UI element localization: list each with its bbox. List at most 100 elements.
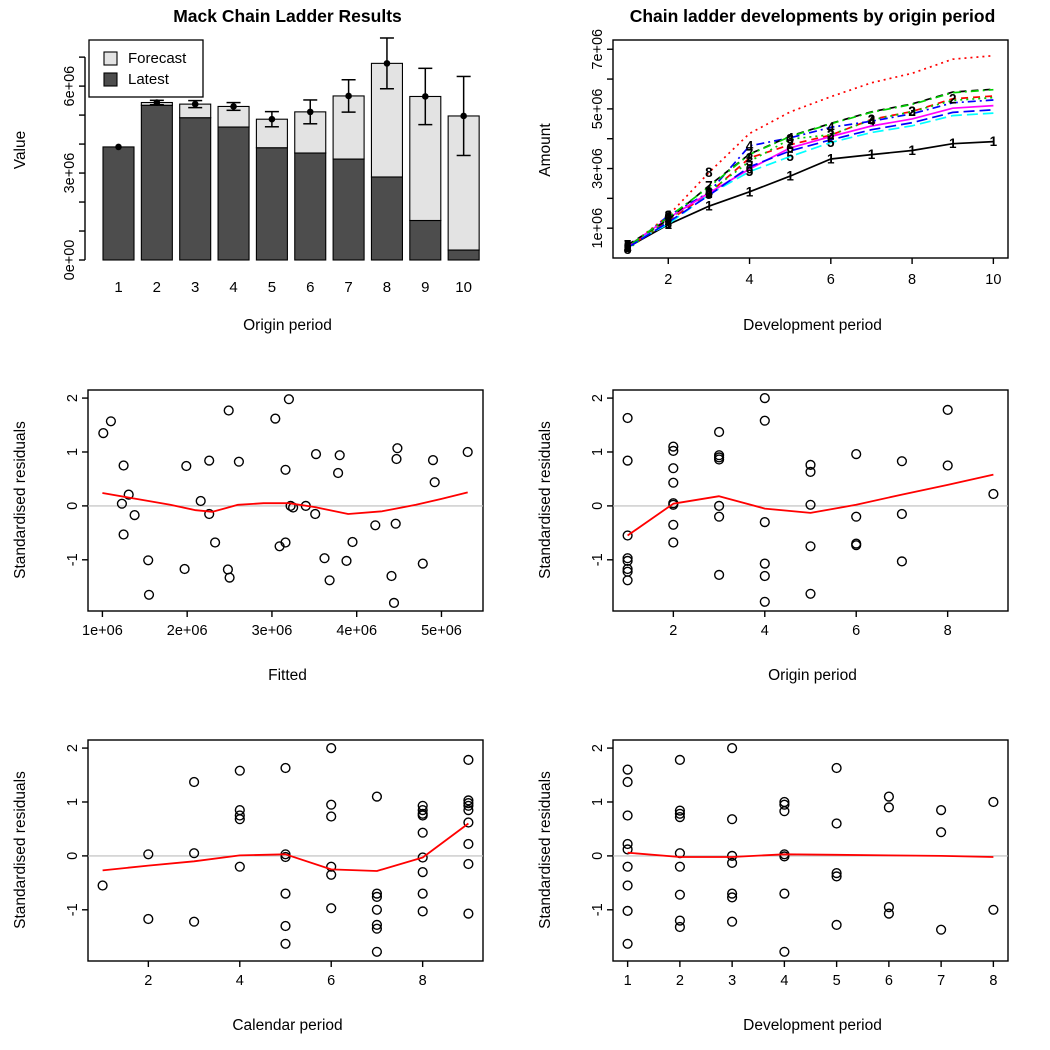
scatter-point [805,588,816,599]
scatter-point [143,913,154,925]
scatter-point [463,858,474,870]
scatter-point [189,776,200,788]
scatter-point [622,764,633,775]
scatter-point [210,537,221,548]
y-tick-label: 2 [65,744,81,752]
scatter-point [204,455,215,466]
point-marker: 4 [868,114,876,129]
point-marker: 1 [908,143,916,158]
scatter-point [883,791,895,802]
series-line-8 [627,54,994,248]
x-tick-label: 3 [728,973,736,989]
scatter-point [622,530,633,541]
x-tick-label: 1e+06 [82,623,123,639]
x-axis: 2 4 6 8 10 [664,258,1001,288]
scatter-point [370,520,381,531]
scatter-point [334,450,345,461]
scatter-development-canvas: 1 2 3 4 5 6 7 8 -1 0 1 2 [590,739,1009,989]
scatter-point [463,817,474,828]
series-line-1 [627,140,994,249]
plot-border [612,389,1009,612]
series-line-4 [627,99,994,250]
scatter-point [936,827,947,838]
bar-latest [179,117,212,261]
scatter-point [341,555,352,567]
scatter-point [234,765,245,776]
scatter-point [463,797,474,809]
scatter-point [779,888,790,899]
point-marker: 9 [665,210,673,225]
panel-residuals-fitted: Standardised residuals Fitted 1e+06 2e+06… [0,350,525,700]
scatter-point [388,597,400,609]
x-axis: 1e+06 2e+06 3e+06 4e+06 5e+06 [82,611,462,639]
x-tick-label: 2 [153,279,161,296]
x-axis-title: Development period [743,1017,882,1034]
y-tick-label: 5e+06 [590,89,606,130]
smooth-line [102,491,468,515]
bar-latest [102,146,135,261]
panel-mack-results: Mack Chain Ladder Results Value Origin p… [0,0,525,350]
scatter-point [371,888,383,899]
scatter-point [759,415,770,426]
x-tick-label: 7 [344,279,352,296]
scatter-point [463,804,474,816]
panel-residuals-calendar: Standardised residuals Calendar period 2… [0,700,525,1050]
x-tick-label: 4 [746,272,754,288]
scatter-point [233,456,245,467]
x-tick-label: 2e+06 [167,623,208,639]
scatter-point [280,938,291,949]
y-tick-label: 2 [590,394,606,402]
point-marker: 3 [624,242,632,257]
scatter-point [851,540,862,551]
ultimate-dot [191,100,199,108]
point-marker: 5 [665,217,673,232]
ultimate-dot [153,99,161,106]
y-tick-label: 1 [65,798,81,806]
scatter-point [371,791,383,802]
point-marker: 4 [624,241,632,256]
scatter-point [805,499,816,510]
scatter-point [326,799,337,810]
scatter-point [942,404,953,416]
scatter-point [105,416,117,427]
scatter-point [805,466,816,478]
ultimate-dot [422,93,429,100]
x-tick-label: 8 [944,623,952,639]
x-axis: 1 2 3 4 5 6 7 8 [624,961,997,989]
x-tick-label: 4 [761,623,769,639]
y-tick-label: 1 [590,798,606,806]
bar-chart-canvas: 0e+00 3e+06 6e+06 1 2 3 4 5 6 7 8 9 10 Forecast Latest [62,37,480,296]
scatter-point [195,495,206,507]
plot-border [87,389,484,612]
scatter-point [417,852,428,863]
plot-border [612,739,1009,962]
scatter-point [831,919,842,931]
scatter-point [988,796,999,808]
x-axis-title: Calendar period [232,1017,343,1034]
chart-title: Mack Chain Ladder Results [173,6,402,26]
scatter-point [622,861,633,872]
scatter-point [622,838,633,850]
scatter-point [622,575,633,586]
scatter-point [674,811,686,823]
scatter-point [779,799,790,810]
y-axis: -1 0 1 2 [65,394,88,566]
bar-latest [217,126,250,261]
point-marker: 2 [827,128,835,143]
smooth-line [627,473,994,537]
scatter-point [310,508,321,520]
scatter-point [463,838,474,850]
scatter-point [674,861,686,872]
scatter-point [622,938,633,949]
scatter-point [831,868,842,879]
scatter-point [779,851,790,862]
scatter-point [463,754,474,766]
scatter-point [851,448,862,460]
scatter-point [674,915,686,926]
scatter-point [270,413,281,424]
point-marker: 0 [624,240,632,255]
point-marker: 6 [786,140,794,155]
scatter-point [622,880,633,891]
x-tick-label: 5 [268,279,276,296]
point-marker: 5 [827,135,835,150]
